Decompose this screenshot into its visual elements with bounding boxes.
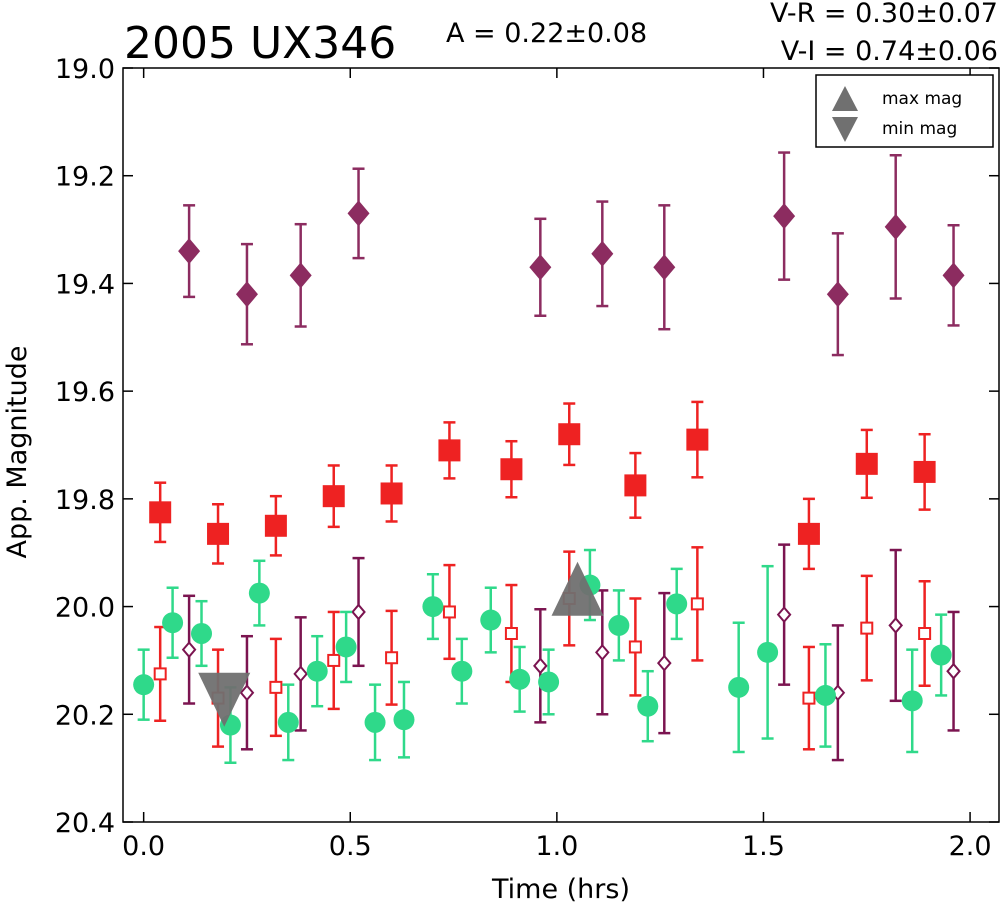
point-diamond-open [888, 616, 904, 634]
point-square-filled [686, 428, 709, 451]
point-square-open [918, 627, 932, 640]
point-circle-filled [364, 711, 386, 733]
point-square-filled [558, 423, 581, 446]
point-square-filled [322, 485, 345, 508]
point-diamond-filled [591, 240, 614, 267]
point-diamond-filled [653, 254, 676, 281]
legend: max mag min mag [815, 74, 994, 148]
point-square-filled [264, 514, 287, 537]
point-circle-filled [757, 641, 779, 663]
point-diamond-filled [347, 200, 370, 227]
point-circle-filled [728, 676, 750, 698]
point-square-open [327, 653, 341, 667]
point-square-filled [438, 439, 461, 462]
point-square-filled [149, 501, 172, 524]
point-diamond-open [595, 643, 610, 661]
point-square-filled [624, 474, 647, 497]
point-circle-filled [162, 612, 184, 634]
point-circle-filled [509, 668, 531, 690]
point-diamond-open [181, 641, 197, 659]
point-circle-filled [480, 609, 502, 631]
y-tick-label: 19.4 [55, 269, 115, 300]
x-axis-label: Time (hrs) [491, 874, 630, 904]
point-square-filled [207, 522, 230, 545]
point-square-open [690, 597, 704, 611]
axis-ticks: 0.0 0.5 1.0 1.5 2.0 19.0 19.2 19.4 19.6 19.8 20.0 2… [55, 54, 999, 862]
point-diamond-filled [289, 262, 312, 289]
point-circle-filled [538, 671, 560, 693]
point-square-filled [500, 458, 523, 481]
legend-min-mag-label: min mag [882, 119, 957, 139]
point-circle-filled [277, 711, 299, 733]
point-square-open [504, 627, 518, 640]
y-tick-label: 19.8 [55, 485, 115, 516]
y-tick-label: 20.0 [55, 593, 115, 624]
point-square-open [442, 605, 456, 619]
point-diamond-open [776, 606, 792, 624]
point-square-open [860, 621, 874, 635]
point-circle-filled [133, 674, 155, 696]
point-diamond-filled [942, 262, 965, 289]
point-diamond-open [533, 657, 548, 675]
point-square-open [269, 680, 283, 694]
point-circle-filled [901, 690, 923, 712]
point-circle-filled [248, 582, 270, 604]
y-tick-label: 19.0 [55, 54, 115, 85]
point-diamond-open [239, 684, 255, 702]
point-diamond-filled [773, 203, 796, 230]
legend-max-mag-marker [832, 86, 858, 111]
x-tick-label: 0.5 [329, 831, 372, 862]
x-tick-label: 1.0 [535, 831, 578, 862]
point-circle-filled [393, 709, 415, 731]
legend-min-mag-marker [832, 117, 858, 142]
point-diamond-filled [235, 281, 258, 308]
point-circle-filled [306, 660, 328, 682]
x-tick-label: 2.0 [949, 831, 992, 862]
y-tick-label: 19.6 [55, 377, 115, 408]
point-square-open [153, 667, 167, 681]
y-tick-label: 20.4 [55, 808, 115, 839]
point-diamond-open [656, 654, 672, 672]
point-circle-filled [451, 660, 473, 682]
point-circle-filled [637, 695, 659, 717]
point-circle-filled [422, 596, 444, 618]
point-circle-filled [608, 614, 630, 636]
y-tick-label: 19.2 [55, 162, 115, 193]
point-circle-filled [814, 684, 836, 706]
point-square-filled [855, 452, 878, 475]
point-circle-filled [191, 623, 213, 644]
point-diamond-filled [178, 238, 201, 265]
point-circle-filled [666, 593, 688, 615]
y-tick-label: 20.2 [55, 700, 115, 731]
plot-frame [122, 67, 1000, 823]
point-circle-filled [335, 636, 357, 658]
v-i-annotation: V-I = 0.74±0.06 [781, 36, 998, 67]
chart-title: 2005 UX346 [124, 18, 396, 69]
min-mag-marker [198, 672, 251, 727]
amplitude-annotation: A = 0.22±0.08 [446, 18, 647, 49]
point-square-filled [380, 482, 403, 505]
v-r-annotation: V-R = 0.30±0.07 [770, 0, 998, 29]
point-square-filled [797, 522, 820, 545]
point-diamond-filled [529, 254, 552, 281]
point-circle-filled [930, 644, 952, 666]
legend-max-mag-label: max mag [882, 89, 962, 109]
x-tick-label: 1.5 [742, 831, 785, 862]
point-diamond-open [946, 662, 961, 680]
point-diamond-filled [826, 281, 849, 308]
max-mag-marker [551, 561, 604, 616]
point-square-open [628, 640, 642, 654]
point-diamond-open [293, 665, 308, 683]
point-square-open [385, 651, 399, 665]
x-tick-label: 0.0 [122, 831, 165, 862]
point-diamond-filled [884, 213, 907, 240]
point-square-open [802, 691, 816, 705]
point-diamond-open [351, 603, 366, 621]
point-square-filled [913, 460, 936, 483]
data-layer [133, 151, 965, 765]
y-axis-label: App. Magnitude [2, 346, 33, 559]
